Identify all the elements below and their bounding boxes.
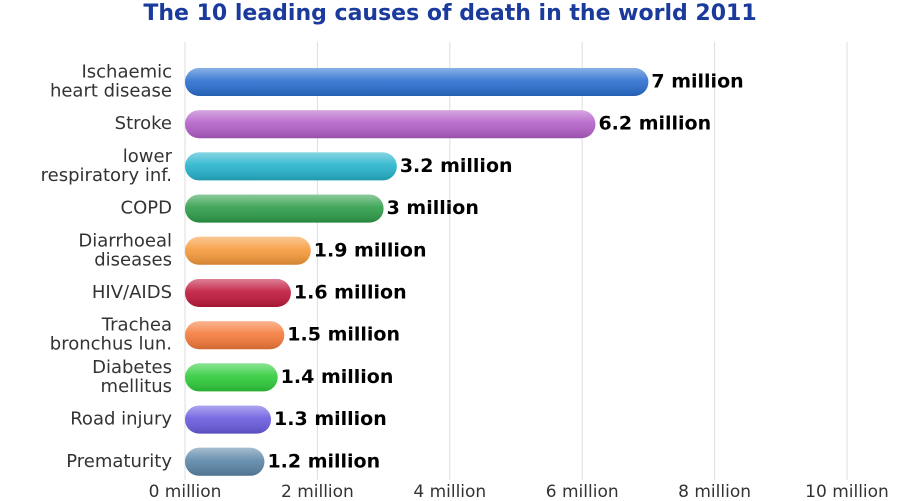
chart-title: The 10 leading causes of death in the wo…	[143, 1, 756, 26]
bar	[185, 447, 265, 476]
bar	[185, 279, 291, 307]
value-label: 1.5 million	[287, 324, 400, 346]
y-tick-label: Ischaemic heart disease	[50, 62, 172, 102]
bar	[185, 110, 596, 139]
y-tick-label: HIV/AIDS	[92, 282, 172, 303]
y-tick-label: Stroke	[115, 113, 172, 134]
value-label: 6.2 million	[598, 113, 711, 135]
x-tick-label: 6 million	[546, 482, 619, 501]
bar	[185, 405, 272, 434]
value-label: 7 million	[651, 71, 743, 93]
y-tick-label: lower respiratory inf.	[41, 146, 173, 186]
value-label: 1.9 million	[314, 239, 427, 261]
bar	[185, 236, 311, 265]
bar	[185, 194, 384, 223]
x-tick-label: 10 million	[805, 482, 889, 501]
x-tick-label: 0 million	[149, 482, 222, 501]
x-tick-label: 2 million	[281, 482, 354, 501]
x-tick-label: 8 million	[678, 482, 751, 501]
y-tick-label: Prematurity	[66, 451, 172, 472]
value-label: 1.2 million	[267, 450, 380, 472]
y-tick-label: Diarrhoeal diseases	[78, 230, 172, 270]
bar	[185, 152, 397, 181]
bar	[185, 68, 649, 96]
y-tick-label: COPD	[121, 198, 172, 219]
y-tick-label: Diabetes mellitus	[92, 357, 172, 397]
value-label: 1.3 million	[274, 408, 387, 430]
y-tick-label: Trachea bronchus lun.	[50, 315, 172, 355]
y-tick-label: Road injury	[70, 409, 172, 430]
bar	[185, 321, 285, 350]
x-tick-label: 4 million	[413, 482, 486, 501]
value-label: 3 million	[387, 197, 479, 219]
value-label: 3.2 million	[400, 155, 513, 177]
bar	[185, 363, 278, 392]
value-label: 1.4 million	[281, 366, 394, 388]
value-label: 1.6 million	[294, 282, 407, 304]
